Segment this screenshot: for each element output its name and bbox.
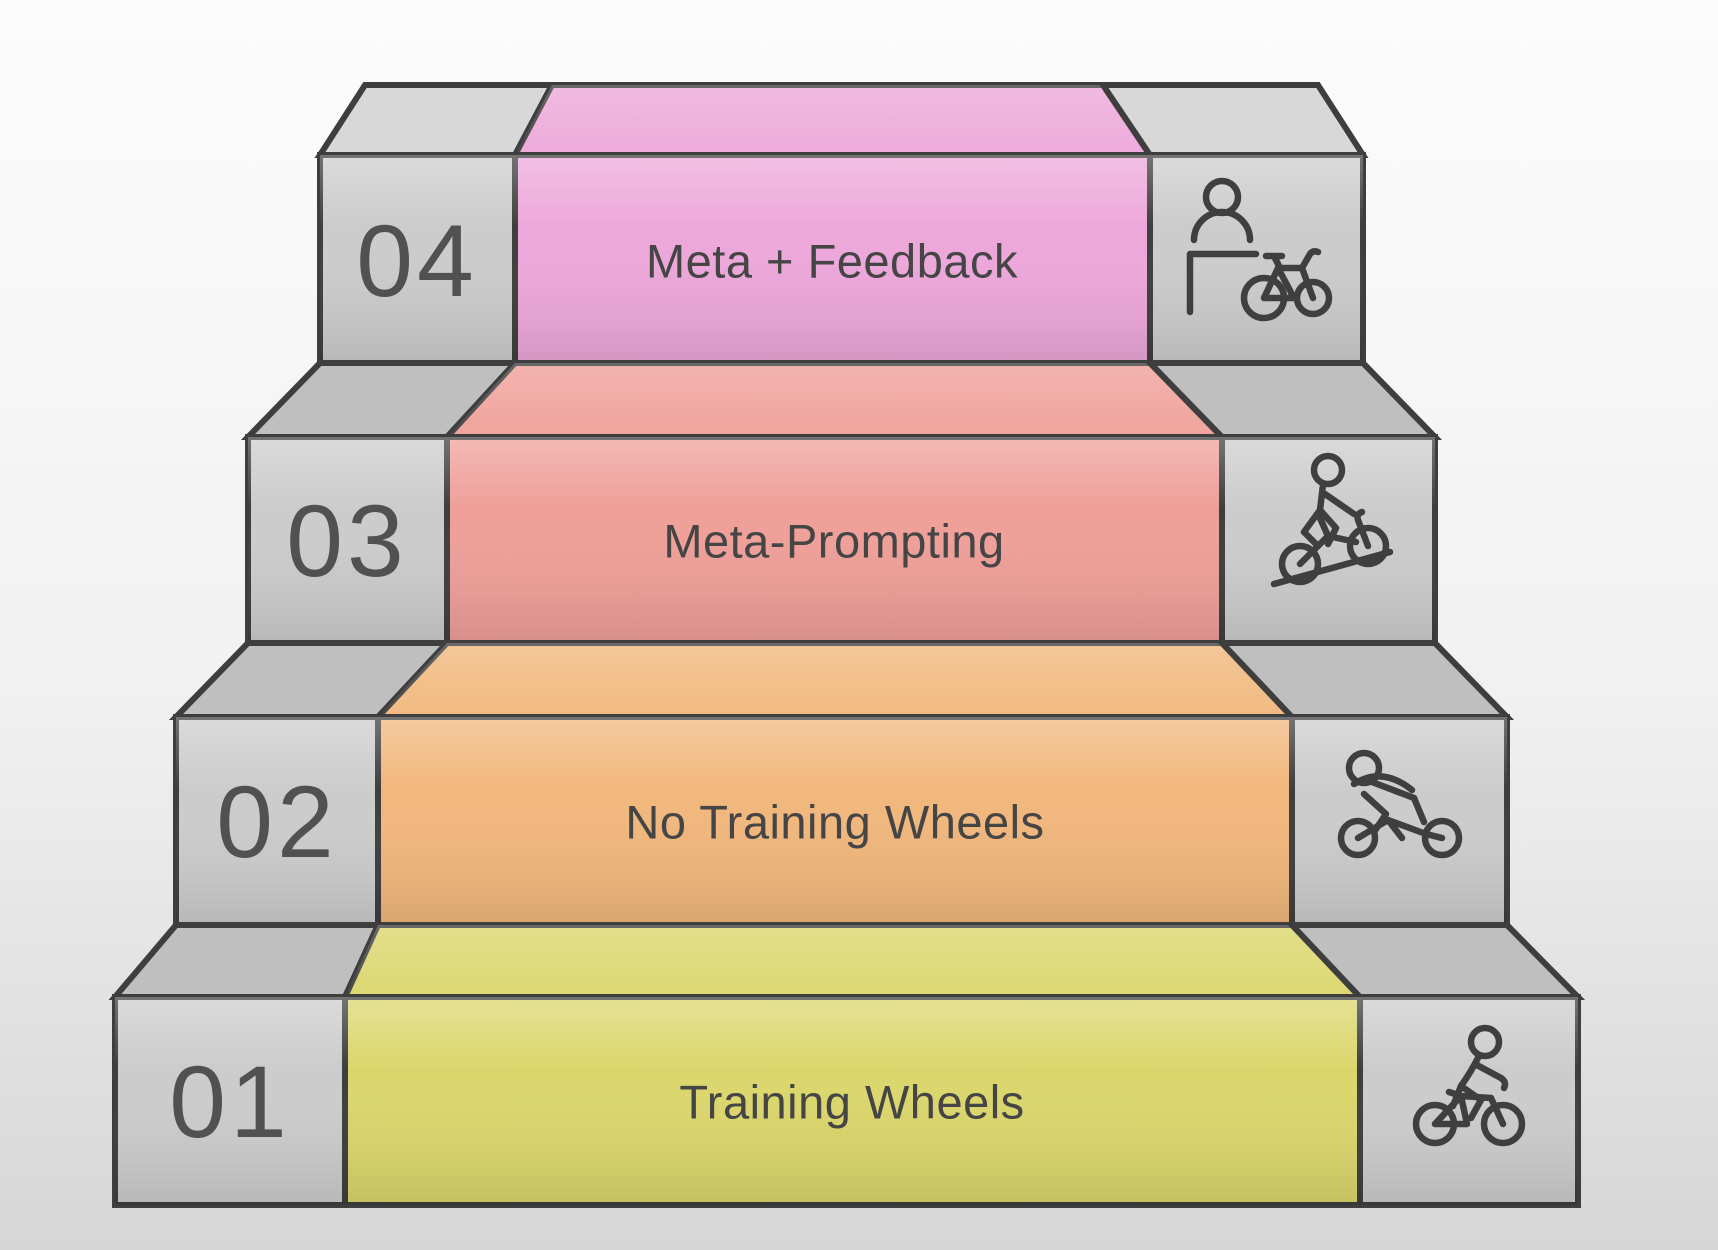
level-04-top-face-sheen [515,85,1150,155]
level-04-top-face-right [1097,82,1369,158]
level-02-number: 02 [216,765,337,879]
level-03-top-face-sheen [447,363,1222,437]
level-03-face-shade [248,437,1435,643]
level-01-label: Training Wheels [679,1076,1024,1129]
level-04-number: 04 [356,204,477,318]
level-01-number: 01 [169,1045,290,1159]
cyclist-riding-icon [1412,1024,1526,1147]
cyclist-climbing-icon [1270,452,1394,588]
cyclist-reclined-icon [1337,749,1463,859]
level-03-label: Meta-Prompting [663,515,1004,568]
level-02-face-shade [176,717,1507,925]
level-02-top-face-sheen [378,643,1292,717]
level-01-face-shade [115,997,1578,1205]
level-03-block: 03 Meta-Prompting [240,360,1443,646]
level-03-number: 03 [286,484,407,598]
level-04-block: 04 Meta + Feedback [314,82,1369,366]
level-02-block: 02 No Training Wheels [168,640,1515,928]
person-with-bicycle-icon [1186,177,1333,322]
level-04-label: Meta + Feedback [646,235,1018,288]
level-01-block: 01 Training Wheels [108,922,1586,1208]
level-01-top-face-sheen [345,925,1360,997]
level-02-label: No Training Wheels [625,796,1044,849]
